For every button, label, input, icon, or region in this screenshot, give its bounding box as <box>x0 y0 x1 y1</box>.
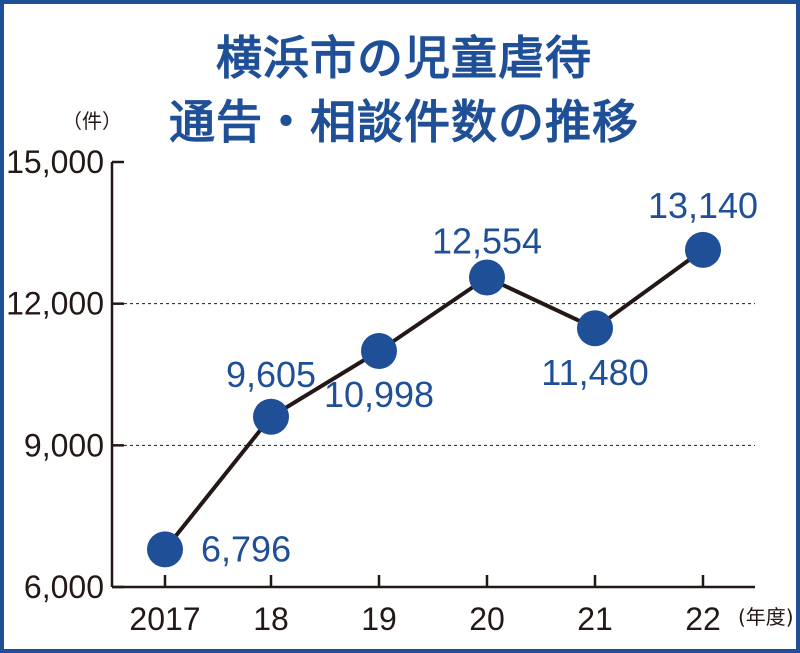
x-tick-label: 2017 <box>129 601 200 637</box>
chart-title-line-1: 横浜市の児童虐待 <box>216 31 592 85</box>
y-tick-label: 9,000 <box>24 427 104 463</box>
x-tick-label: 21 <box>577 601 613 637</box>
x-tick-label: 18 <box>253 601 289 637</box>
x-tick-label: 19 <box>361 601 397 637</box>
data-label: 12,554 <box>432 221 542 262</box>
series-layer <box>147 231 721 568</box>
data-label: 11,480 <box>541 352 648 393</box>
label-layer: 6,796 9,605 10,998 12,554 11,480 13,140 <box>201 185 758 570</box>
data-label: 13,140 <box>648 185 758 226</box>
chart-title-line-2: 通告・相談件数の推移 <box>169 95 639 149</box>
x-tick-label: 20 <box>469 601 505 637</box>
data-point <box>469 259 505 296</box>
data-label: 9,605 <box>226 354 316 395</box>
y-tick-label: 6,000 <box>24 569 104 605</box>
y-axis-unit: （件） <box>62 109 122 133</box>
x-axis-unit: (年度) <box>738 605 794 629</box>
y-tick-label: 15,000 <box>6 144 104 180</box>
data-point <box>577 310 613 347</box>
x-tick-label: 22 <box>685 601 721 637</box>
data-point <box>253 398 289 435</box>
y-tick-label: 12,000 <box>6 286 104 322</box>
grid-layer <box>112 303 755 446</box>
data-label: 10,998 <box>324 374 434 415</box>
data-point <box>685 231 721 268</box>
data-label: 6,796 <box>201 528 291 569</box>
series-line <box>163 248 705 551</box>
axis-layer: 6,000 9,000 12,000 15,000 2017 18 19 20 21 22 （件） (… <box>6 109 793 637</box>
data-point <box>147 531 183 568</box>
data-point <box>361 332 397 369</box>
